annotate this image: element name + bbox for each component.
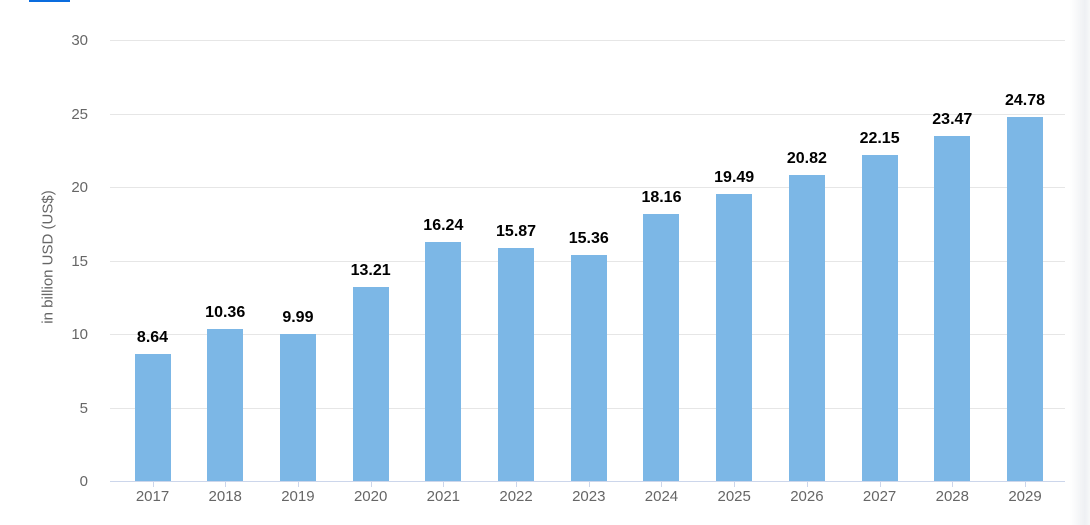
x-axis-label: 2029 xyxy=(1008,488,1042,505)
bar-value-label: 18.16 xyxy=(641,189,682,207)
x-axis-tick xyxy=(370,481,372,487)
x-axis-label: 2020 xyxy=(353,488,388,505)
x-axis-tick xyxy=(225,481,227,487)
y-axis-label: 20 xyxy=(71,179,88,196)
x-axis-tick xyxy=(879,481,881,487)
x-axis-tick xyxy=(1025,481,1027,487)
x-axis-label: 2028 xyxy=(935,488,969,505)
bar[interactable] xyxy=(934,135,971,481)
x-axis-tick xyxy=(806,481,808,487)
bar[interactable] xyxy=(425,242,462,481)
x-axis-label: 2024 xyxy=(644,488,679,505)
bar-value-label: 16.24 xyxy=(423,217,464,235)
x-axis-label: 2018 xyxy=(208,488,242,505)
x-axis-tick xyxy=(297,481,299,487)
x-axis-tick xyxy=(952,481,954,487)
bar[interactable] xyxy=(861,155,898,481)
bar[interactable] xyxy=(279,334,316,481)
x-axis-label: 2019 xyxy=(281,488,315,505)
x-axis-tick xyxy=(661,481,663,487)
x-axis-line xyxy=(110,481,1065,482)
x-axis-tick xyxy=(734,481,736,487)
x-axis-tick xyxy=(588,481,590,487)
x-axis-label: 2021 xyxy=(426,488,461,505)
bar[interactable] xyxy=(207,328,244,481)
x-axis-label: 2023 xyxy=(572,488,606,505)
bar-value-label: 20.82 xyxy=(786,149,827,167)
bar-value-label: 10.36 xyxy=(205,303,246,321)
right-edge-shadow xyxy=(1070,0,1090,525)
bar[interactable] xyxy=(134,353,171,481)
y-axis-label: 25 xyxy=(71,105,88,123)
bar-value-label: 15.36 xyxy=(568,230,609,248)
top-accent-line xyxy=(29,0,70,2)
gridline xyxy=(110,113,1065,115)
bar-value-label: 23.47 xyxy=(932,110,973,128)
y-axis-label: 30 xyxy=(71,32,88,49)
bar-value-label: 9.99 xyxy=(282,309,314,327)
y-axis-label: 5 xyxy=(79,399,88,417)
y-axis-label: 10 xyxy=(71,326,88,343)
x-axis-label: 2017 xyxy=(135,488,170,505)
bar[interactable] xyxy=(498,247,535,481)
x-axis-tick xyxy=(443,481,445,487)
bar-value-label: 13.21 xyxy=(350,261,391,279)
bar-value-label: 8.64 xyxy=(136,328,169,346)
bar[interactable] xyxy=(570,255,607,481)
bar-value-label: 22.15 xyxy=(859,130,900,148)
y-axis-label: 15 xyxy=(71,252,88,270)
bar-value-label: 24.78 xyxy=(1004,91,1046,109)
x-axis-label: 2022 xyxy=(499,488,533,505)
y-axis-label: 0 xyxy=(79,473,88,490)
gridline xyxy=(110,187,1065,188)
bar[interactable] xyxy=(1007,116,1044,481)
x-axis-label: 2026 xyxy=(790,488,824,505)
x-axis-tick xyxy=(152,481,154,487)
x-axis-tick xyxy=(516,481,518,487)
bar[interactable] xyxy=(788,174,825,481)
bar-value-label: 19.49 xyxy=(714,169,755,187)
x-axis-label: 2027 xyxy=(862,488,897,505)
bar[interactable] xyxy=(716,194,753,481)
x-axis-label: 2025 xyxy=(717,488,751,505)
bar[interactable] xyxy=(352,286,389,481)
bar[interactable] xyxy=(643,214,680,481)
gridline xyxy=(110,40,1065,41)
bar-value-label: 15.87 xyxy=(496,222,537,240)
